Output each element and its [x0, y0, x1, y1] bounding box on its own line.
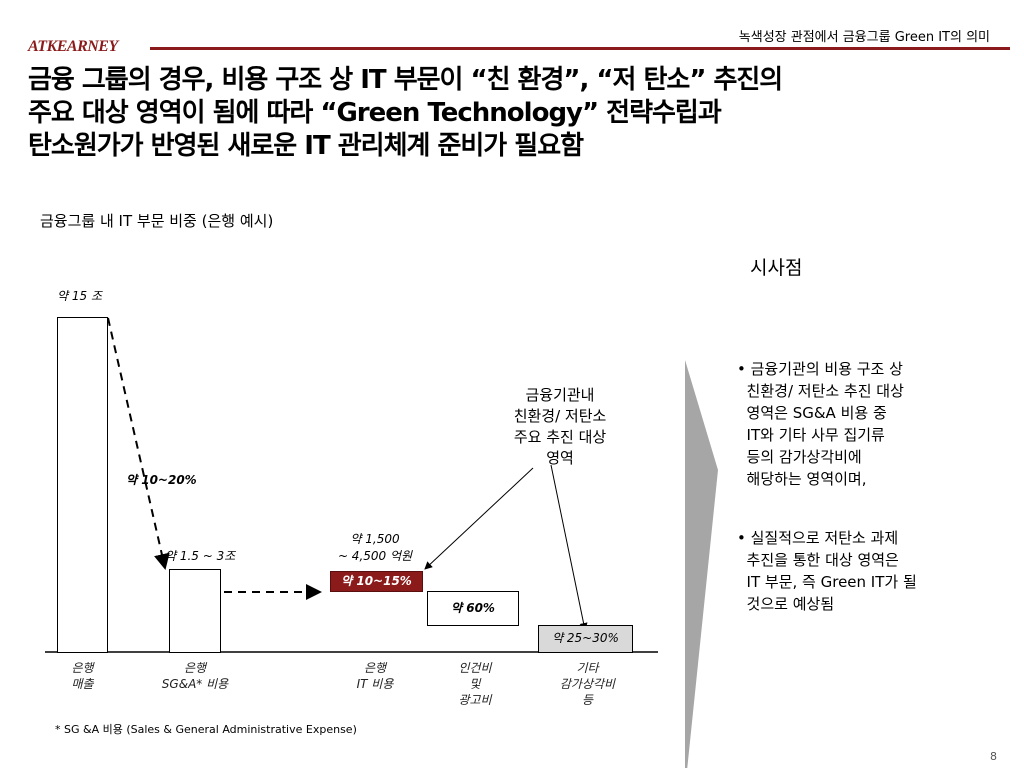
bullet-line: 영역은 SG&A 비용 중 — [746, 404, 887, 422]
callout-text: 금융기관내 친환경/ 저탄소 주요 추진 대상 영역 — [480, 385, 640, 469]
bullet-line: IT와 기타 사무 집기류 — [746, 426, 885, 444]
header-divider — [150, 47, 1010, 50]
category-line: 은행 — [363, 661, 387, 675]
callout-line: 주요 추진 대상 — [513, 428, 607, 446]
category-it: 은행 IT 비용 — [325, 660, 425, 692]
category-line: 감가상각비 — [559, 677, 616, 691]
bar-sga — [169, 569, 221, 653]
label-it-amount-line: 약 1,500 — [350, 532, 400, 546]
category-sga: 은행 SG&A* 비용 — [145, 660, 245, 692]
section-title: 녹색성장 관점에서 금융그룹 Green IT의 의미 — [738, 30, 990, 45]
title-line: 주요 대상 영역이 됨에 따라 “Green Technology” 전략수립과 — [28, 98, 722, 128]
chevron-right-icon — [685, 360, 718, 768]
bullet-line: IT 부문, 즉 Green IT가 될 — [746, 573, 917, 591]
bar-revenue — [57, 317, 108, 653]
bullet-line: 친환경/ 저탄소 추진 대상 — [746, 382, 904, 400]
bar-other: 약 25~30% — [538, 625, 633, 653]
title-line: 탄소원가가 반영된 새로운 IT 관리체계 준비가 필요함 — [28, 131, 584, 161]
dashed-drop-arrow — [107, 317, 170, 570]
callout-line: 금융기관내 — [525, 386, 595, 404]
category-line: 등 — [581, 693, 594, 707]
category-line: 매출 — [71, 677, 94, 691]
label-it-amount: 약 1,500 ~ 4,500 억원 — [320, 531, 430, 565]
bullet-line: 금융기관의 비용 구조 상 — [750, 360, 903, 378]
label-it-amount-line: ~ 4,500 억원 — [337, 549, 413, 563]
category-line: SG&A* 비용 — [161, 677, 229, 691]
label-sga: 약 1.5 ~ 3조 — [165, 549, 236, 563]
category-line: 은행 — [71, 661, 94, 675]
category-line: 기타 — [576, 661, 599, 675]
bullet-line: 추진을 통한 대상 영역은 — [746, 551, 899, 569]
label-revenue: 약 15 조 — [57, 289, 102, 303]
implications-heading: 시사점 — [750, 257, 803, 279]
title-line: 금융 그룹의 경우, 비용 구조 상 IT 부문이 “친 환경”, “저 탄소”… — [28, 65, 783, 95]
category-line: 인건비 — [458, 661, 492, 675]
bar-it: 약 10~15% — [330, 571, 423, 592]
bar-personnel: 약 60% — [427, 591, 519, 626]
bullet-line: 등의 감가상각비에 — [746, 448, 862, 466]
callout-line: 친환경/ 저탄소 — [513, 407, 607, 425]
bullet-line: 해당하는 영역이며, — [746, 470, 867, 488]
implication-bullet: • 실질적으로 저탄소 과제 추진을 통한 대상 영역은 IT 부문, 즉 Gr… — [737, 529, 917, 613]
bullet-line: 실질적으로 저탄소 과제 — [750, 529, 899, 547]
callout-arrow-other — [550, 464, 588, 631]
implication-bullet: • 금융기관의 비용 구조 상 친환경/ 저탄소 추진 대상 영역은 SG&A … — [737, 360, 904, 488]
page-title: 금융 그룹의 경우, 비용 구조 상 IT 부문이 “친 환경”, “저 탄소”… — [28, 64, 783, 163]
category-line: 광고비 — [458, 693, 492, 707]
bullet-line: 것으로 예상됨 — [746, 595, 835, 613]
category-line: 은행 — [183, 661, 207, 675]
category-line: IT 비용 — [356, 677, 394, 691]
callout-arrow-it — [424, 467, 534, 570]
chart-subtitle: 금융그룹 내 IT 부문 비중 (은행 예시) — [40, 212, 274, 230]
footnote: * SG &A 비용 (Sales & General Administrati… — [55, 723, 357, 736]
label-drop: 약 10~20% — [126, 473, 197, 487]
atkearney-logo: ATKEARNEY — [28, 38, 118, 55]
callout-line: 영역 — [546, 449, 574, 467]
page-number: 8 — [990, 750, 997, 763]
category-line: 및 — [469, 677, 481, 691]
